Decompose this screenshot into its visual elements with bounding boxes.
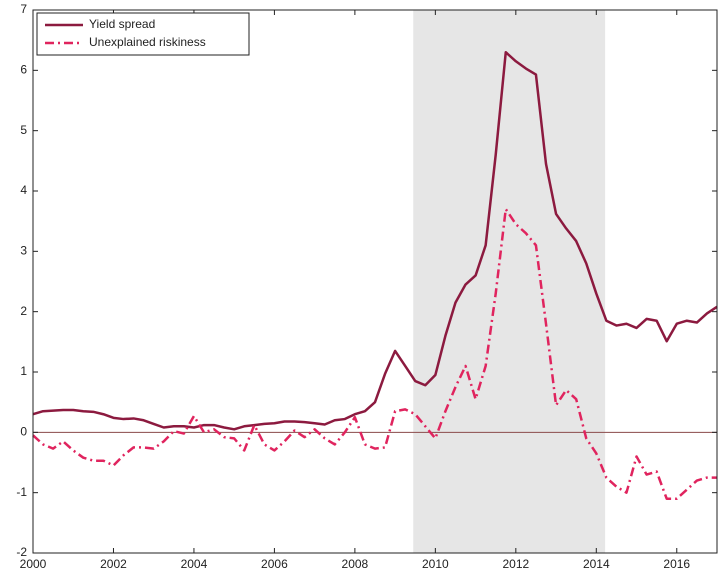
x-tick-label: 2000	[20, 557, 47, 571]
x-tick-label: 2014	[583, 557, 610, 571]
x-tick-label: 2006	[261, 557, 288, 571]
series-line	[32, 50, 718, 431]
x-tick-label: 2008	[342, 557, 369, 571]
plot-frame	[32, 9, 718, 554]
x-tick-label: 2002	[100, 557, 127, 571]
legend-label: Unexplained riskiness	[89, 35, 206, 49]
y-tick-label: 7	[20, 2, 27, 16]
y-tick-label: 4	[20, 183, 27, 197]
series-line	[32, 207, 717, 500]
y-tick-label: 2	[20, 304, 27, 318]
plot-background	[33, 10, 717, 553]
y-tick-label: 3	[20, 244, 27, 258]
x-tick-label: 2004	[181, 557, 208, 571]
x-tick-label: 2012	[502, 557, 529, 571]
x-tick-label: 2016	[663, 557, 690, 571]
y-tick-label: 1	[20, 364, 27, 378]
y-tick-label: -2	[16, 545, 27, 559]
y-tick-label: 5	[20, 123, 27, 137]
y-tick-label: -1	[16, 485, 27, 499]
y-tick-label: 0	[20, 425, 27, 439]
shaded-region	[413, 10, 606, 553]
y-tick-label: 6	[20, 63, 27, 77]
legend-box	[36, 12, 250, 56]
x-tick-label: 2010	[422, 557, 449, 571]
legend-label: Yield spread	[89, 17, 155, 31]
